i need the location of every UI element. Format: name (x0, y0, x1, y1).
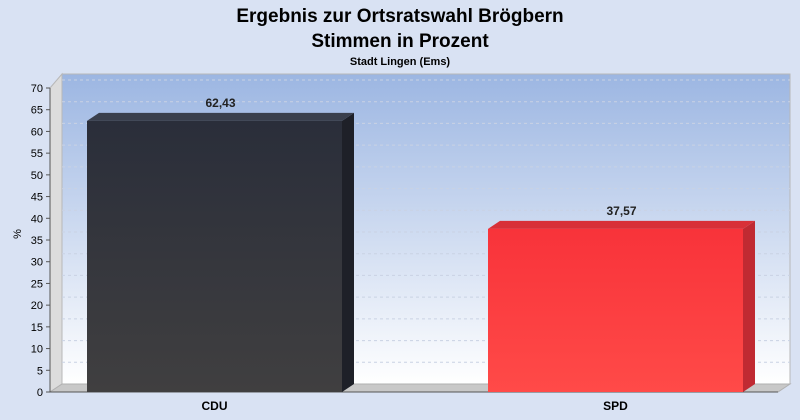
y-tick-label: 10 (31, 344, 43, 356)
bar-value-label: 62,43 (205, 96, 235, 110)
y-tick-label: 45 (31, 192, 43, 204)
y-tick-label: 60 (31, 126, 43, 138)
y-tick-label: 15 (31, 322, 43, 334)
plot-left-wall (49, 72, 63, 393)
y-tick-label: 20 (31, 300, 43, 312)
y-tick-label: 70 (31, 83, 43, 95)
y-tick-label: 0 (37, 387, 43, 399)
bar-side (743, 220, 755, 392)
bars: 62,43 37,57 (87, 96, 755, 392)
bar-front (87, 120, 342, 392)
bar-front (488, 228, 743, 392)
x-axis-labels: CDU SPD (202, 399, 629, 413)
y-tick-label: 40 (31, 213, 43, 225)
bar-top (87, 112, 354, 121)
y-tick-label: 55 (31, 148, 43, 160)
y-tick-label: 30 (31, 257, 43, 269)
y-tick-label: 5 (37, 365, 43, 377)
y-tick-label: 25 (31, 278, 43, 290)
chart-subtitle: Stimmen in Prozent (311, 31, 489, 52)
bar-value-label: 37,57 (606, 204, 636, 218)
x-category-label: CDU (202, 399, 228, 413)
bar-top (488, 220, 755, 229)
x-category-label: SPD (603, 399, 628, 413)
y-axis-ticks: 0 5 10 15 20 25 30 35 40 45 50 55 60 65 70 (31, 83, 50, 399)
y-axis-label: % (12, 229, 24, 239)
bar-side (342, 112, 354, 392)
y-tick-label: 35 (31, 235, 43, 247)
bar-spd: 37,57 (488, 204, 755, 392)
chart-title: Ergebnis zur Ortsratswahl Brögbern (236, 6, 563, 27)
bar-cdu: 62,43 (87, 96, 354, 392)
chart-caption: Stadt Lingen (Ems) (350, 56, 451, 68)
y-tick-label: 50 (31, 170, 43, 182)
y-tick-label: 65 (31, 105, 43, 117)
